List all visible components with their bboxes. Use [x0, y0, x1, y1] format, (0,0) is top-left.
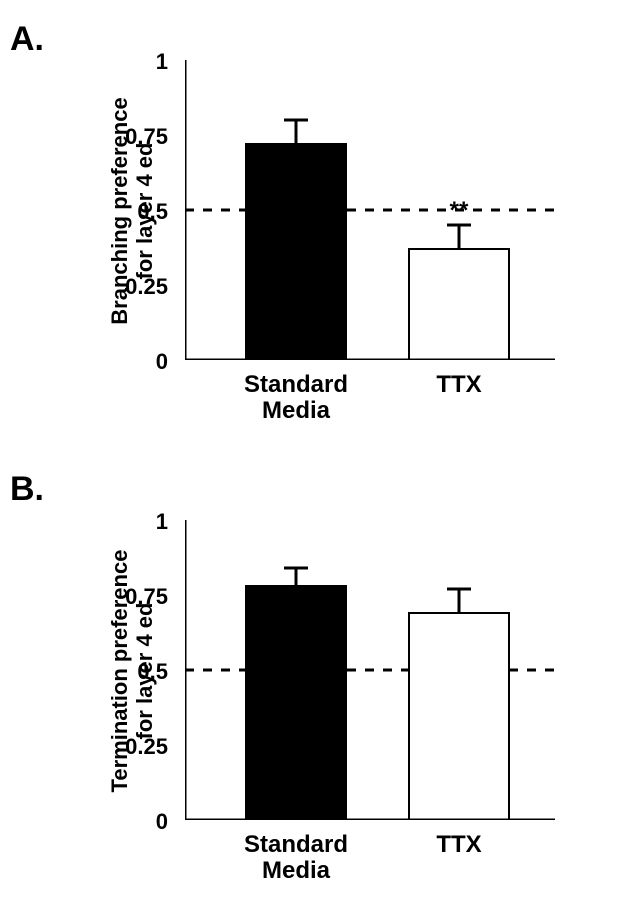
xcat-b-1-l1: TTX — [436, 831, 481, 858]
xcat-b-0-l1: Standard — [244, 831, 348, 858]
chart-a: ** — [185, 60, 555, 360]
xcat-b-0: Standard Media — [221, 832, 371, 885]
panel-b-label: B. — [10, 470, 44, 509]
bar-a-standard — [246, 144, 346, 360]
page: { "figure": { "width_px": 629, "height_p… — [0, 0, 629, 899]
chart-b — [185, 520, 555, 820]
ylabel-a-line1: Branching preference — [107, 61, 133, 361]
xcat-a-0-l1: Standard — [244, 371, 348, 398]
ylabel-a-line2: for layer 4 ed — [132, 61, 158, 361]
xcat-a-1-l1: TTX — [436, 371, 481, 398]
bar-b-standard — [246, 586, 346, 820]
xcat-b-1: TTX — [409, 832, 509, 858]
panel-a-label: A. — [10, 20, 44, 59]
bar-b-ttx — [409, 613, 509, 820]
xcat-a-0: Standard Media — [221, 372, 371, 425]
bar-a-ttx — [409, 249, 509, 360]
sig-a: ** — [450, 197, 469, 224]
xcat-a-1: TTX — [409, 372, 509, 398]
xcat-b-0-l2: Media — [262, 857, 330, 884]
ylabel-b-line2: for layer 4 ed — [132, 521, 158, 821]
chart-b-svg — [185, 520, 555, 820]
ylabel-b-line1: Termination preference — [107, 521, 133, 821]
chart-a-svg: ** — [185, 60, 555, 360]
xcat-a-0-l2: Media — [262, 397, 330, 424]
